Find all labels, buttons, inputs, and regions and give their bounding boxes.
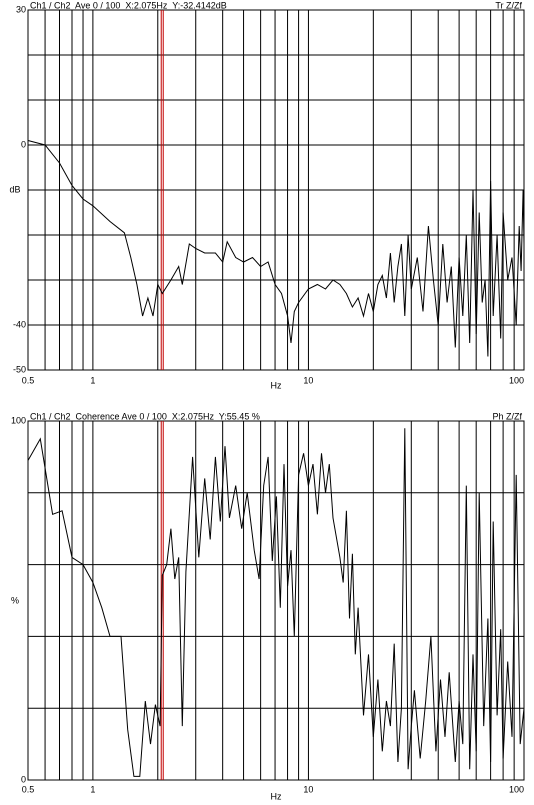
panel-title: Ch1 / Ch2 Coherence Ave 0 / 100 X:2.075H…: [30, 411, 260, 421]
y-tick-label: -40: [13, 319, 26, 329]
y-axis-label: dB: [9, 184, 20, 194]
x-axis-label: Hz: [271, 380, 282, 390]
y-axis-label: %: [11, 595, 19, 605]
x-tick-label: 1: [90, 375, 95, 385]
plot-frame: [27, 9, 525, 371]
panel-mode: Ph Z/Zf: [492, 411, 522, 421]
x-tick-label: 0.5: [22, 375, 35, 385]
trace: [27, 140, 525, 357]
x-axis-label: Hz: [271, 791, 282, 801]
y-tick-label: -50: [13, 364, 26, 374]
x-tick-label: 0.5: [22, 784, 35, 794]
trace: [27, 428, 525, 777]
y-tick-label: 100: [11, 415, 26, 425]
plot-frame: [27, 420, 525, 781]
x-tick-label: 10: [303, 375, 313, 385]
x-tick-label: 10: [303, 784, 313, 794]
x-tick-label: 1: [90, 784, 95, 794]
panel-title: Ch1 / Ch2 Ave 0 / 100 X:2.075Hz Y:-32.41…: [30, 0, 227, 10]
y-tick-label: 0: [21, 139, 26, 149]
x-tick-label: 100: [509, 784, 524, 794]
y-tick-label: 0: [21, 774, 26, 784]
y-tick-label: 30: [16, 4, 26, 14]
panel-mode: Tr Z/Zf: [495, 0, 522, 10]
x-tick-label: 100: [509, 375, 524, 385]
